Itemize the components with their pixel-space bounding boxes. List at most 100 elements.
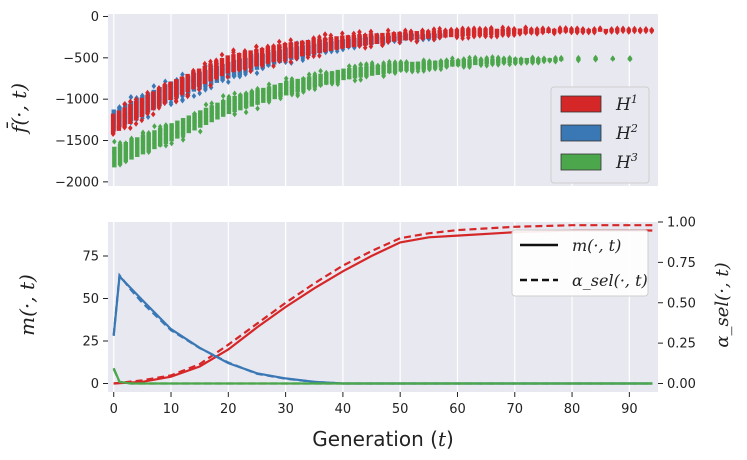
- outlier-h1: [219, 62, 225, 69]
- outlier-h3: [272, 92, 278, 99]
- outlier-h1: [259, 46, 265, 53]
- outlier-h3: [518, 58, 524, 65]
- outlier-h1: [414, 38, 420, 45]
- outlier-h1: [637, 28, 643, 35]
- outlier-h3: [530, 59, 535, 66]
- outlier-h1: [179, 83, 185, 90]
- outlier-h3: [192, 117, 197, 124]
- outlier-h1: [403, 27, 408, 34]
- outlier-h2: [162, 78, 168, 85]
- outlier-h2: [128, 94, 134, 101]
- box-h1-gen: [196, 68, 202, 87]
- outlier-h1: [471, 28, 477, 35]
- outlier-h1: [133, 120, 139, 127]
- legend-swatch-h3: [560, 153, 602, 171]
- outlier-h1: [259, 62, 265, 69]
- outlier-h1: [179, 76, 185, 83]
- outlier-h1: [380, 42, 385, 49]
- outlier-h1: [557, 28, 563, 35]
- outlier-h3: [180, 125, 186, 132]
- outlier-h1: [540, 25, 546, 32]
- outlier-h1: [317, 39, 322, 46]
- outlier-h2: [191, 93, 197, 100]
- outlier-h3: [409, 66, 415, 73]
- outlier-h1: [231, 63, 236, 70]
- box-h1-gen: [202, 65, 207, 85]
- outlier-h3: [484, 62, 490, 69]
- outlier-h1: [580, 28, 586, 35]
- outlier-h3: [238, 100, 243, 107]
- outlier-h3: [243, 103, 249, 110]
- outlier-h2: [220, 77, 225, 84]
- outlier-h1: [466, 31, 471, 38]
- outlier-h1: [339, 43, 345, 50]
- outlier-h3: [186, 127, 192, 134]
- outlier-h1: [328, 34, 334, 41]
- outlier-h3: [364, 71, 369, 78]
- box-h3-gen: [140, 134, 146, 155]
- outlier-h3: [243, 109, 249, 116]
- outlier-h3: [312, 81, 318, 88]
- outlier-h1: [471, 25, 477, 32]
- outlier-h3: [507, 54, 512, 61]
- box-h3-gen: [117, 144, 123, 165]
- outlier-h3: [266, 81, 272, 88]
- outlier-h3: [535, 55, 541, 62]
- outlier-h1: [248, 64, 253, 71]
- outlier-h1: [534, 30, 540, 37]
- outlier-h3: [432, 60, 438, 67]
- outlier-h3: [243, 90, 249, 97]
- outlier-h1: [466, 34, 471, 41]
- outlier-h2: [226, 78, 231, 85]
- outlier-h1: [609, 28, 614, 35]
- outlier-h1: [523, 24, 528, 31]
- outlier-h3: [112, 160, 117, 167]
- legend-label-h2: H2: [615, 122, 638, 144]
- outlier-h3: [180, 119, 186, 126]
- bottom-y-label: m(·, t): [15, 274, 39, 336]
- outlier-h1: [408, 34, 414, 41]
- outlier-h3: [335, 79, 341, 86]
- box-h3-gen: [421, 61, 426, 70]
- outlier-h1: [219, 70, 225, 77]
- box-h1-gen: [294, 41, 299, 58]
- outlier-h3: [278, 95, 283, 102]
- outlier-h1: [322, 47, 328, 54]
- outlier-h1: [288, 49, 294, 56]
- outlier-h1: [288, 37, 294, 44]
- y-right-tick-label: 1.00: [667, 216, 696, 231]
- outlier-h3: [427, 66, 432, 73]
- outlier-h3: [295, 84, 300, 91]
- outlier-h3: [438, 57, 444, 64]
- outlier-h3: [140, 145, 146, 152]
- bottom-legend: m(·, t) α_sel(·, t): [511, 229, 649, 297]
- outlier-h1: [500, 24, 506, 31]
- outlier-h3: [530, 55, 535, 62]
- box-h1-gen: [133, 100, 139, 121]
- outlier-h3: [249, 88, 255, 95]
- outlier-h1: [345, 34, 351, 41]
- outlier-h1: [299, 50, 305, 57]
- outlier-h1: [339, 30, 345, 37]
- outlier-h3: [117, 144, 123, 151]
- outlier-h3: [295, 90, 300, 97]
- outlier-h3: [312, 86, 318, 93]
- outlier-h1: [351, 40, 357, 47]
- outlier-h1: [311, 49, 316, 56]
- outlier-h3: [461, 56, 467, 63]
- outlier-h1: [185, 91, 190, 98]
- outlier-h1: [242, 53, 248, 60]
- outlier-h3: [398, 60, 404, 67]
- outlier-h3: [398, 66, 404, 73]
- box-h1-gen: [185, 73, 190, 93]
- top-panel-marks: [110, 24, 654, 168]
- line-h2-alpha: [112, 272, 653, 385]
- x-tick-label: 50: [392, 402, 409, 417]
- outlier-h1: [305, 49, 311, 56]
- outlier-h1: [385, 32, 391, 39]
- outlier-h3: [301, 88, 306, 95]
- outlier-h3: [289, 91, 295, 98]
- outlier-h1: [213, 74, 219, 81]
- x-tick-label: 30: [277, 402, 294, 417]
- outlier-h1: [488, 33, 494, 40]
